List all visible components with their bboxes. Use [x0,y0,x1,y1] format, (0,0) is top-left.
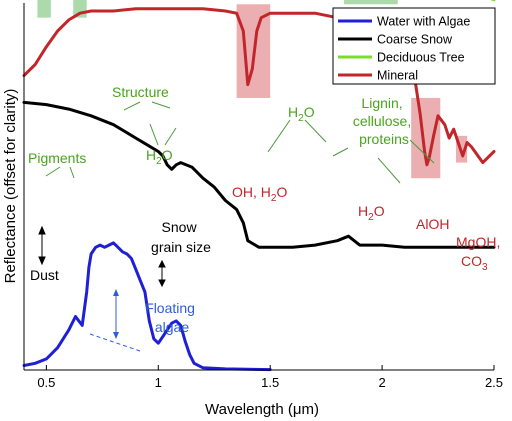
label-snow-grain: Snow grain size [151,219,211,255]
legend-label: Coarse Snow [377,33,453,47]
legend-label: Deciduous Tree [377,51,465,65]
label-h2o-structure: H2O [146,147,173,167]
label-floating-algae: Floating algae [145,300,199,335]
arrow-h2o-structure-left [150,124,158,145]
x-tick-label: 1 [155,375,162,390]
absorption-band-1 [37,0,50,18]
label-lignin: Lignin, cellulose, proteins [353,95,415,147]
label-pigments: Pigments [28,150,86,166]
x-axis-title: Wavelength (μm) [205,401,319,418]
algae-arrow-head-down [113,332,119,339]
x-tick-label: 2 [378,375,385,390]
snow-arrow-head-up [159,261,165,267]
dust-arrow-head-up [39,227,45,234]
arrow-h2o-structure-right [165,128,176,145]
label-mgoh: MgOH, [456,234,500,250]
label-dust: Dust [30,267,59,283]
algae-arrows [90,289,140,351]
label-oh-h2o: OH, H2O [232,184,287,204]
arrow-h2o-tree-left [268,120,290,152]
label-h2o-tree: H2O [288,104,315,124]
absorption-band-7 [344,0,398,4]
algae-arrow-head-up [113,289,119,296]
label-aloh: AlOH [416,216,449,232]
x-tick-label: 0.5 [37,375,55,390]
arrow-pigments-left [46,167,60,176]
arrow-pigments-right [70,167,74,178]
arrow-lignin-left [333,148,348,156]
label-structure: Structure [112,84,169,100]
arrow-h2o-tree-right [305,120,326,142]
x-tick-label: 1.5 [261,375,279,390]
arrow-lignin-mid [378,158,400,183]
snow-arrow-head-down [159,280,165,286]
arrow-structure-left [124,102,140,110]
x-tick-label: 2.5 [485,375,503,390]
absorption-band-11 [411,98,440,178]
dust-arrow-head-down [39,257,45,264]
arrow-structure-right [152,102,170,108]
label-h2o-mineral: H2O [358,203,385,223]
legend: Water with Algae Coarse Snow Deciduous Tre… [333,8,495,84]
legend-label: Water with Algae [377,15,470,29]
x-ticks: 0.5 1 1.5 2 2.5 [37,365,503,390]
label-co3: CO3 [461,253,488,273]
legend-label: Mineral [377,69,418,83]
y-axis-title: Reflectance (offset for clarity) [2,89,19,284]
